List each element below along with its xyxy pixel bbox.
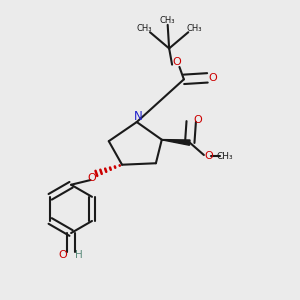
Text: O: O xyxy=(87,173,96,183)
Polygon shape xyxy=(162,140,190,145)
Text: O: O xyxy=(58,250,67,260)
Text: CH₃: CH₃ xyxy=(217,152,233,161)
Text: CH₃: CH₃ xyxy=(137,24,152,33)
Text: N: N xyxy=(134,110,142,123)
Text: CH₃: CH₃ xyxy=(186,24,202,33)
Text: CH₃: CH₃ xyxy=(160,16,176,25)
Text: O: O xyxy=(208,73,217,83)
Text: H: H xyxy=(75,250,82,260)
Text: O: O xyxy=(205,151,214,161)
Text: O: O xyxy=(193,115,202,125)
Text: O: O xyxy=(172,57,181,67)
